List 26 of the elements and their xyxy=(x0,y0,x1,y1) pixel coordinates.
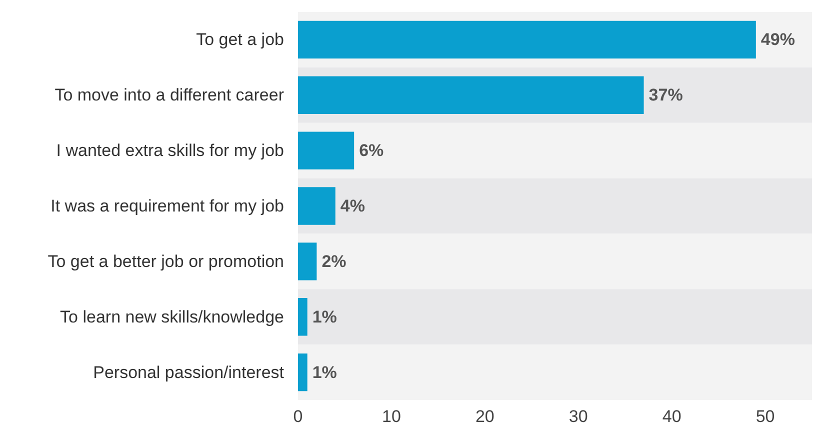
y-tick-label: It was a requirement for my job xyxy=(50,196,284,216)
bar xyxy=(298,76,644,114)
data-label: 37% xyxy=(648,86,683,105)
x-tick-label: 40 xyxy=(662,407,682,426)
bar xyxy=(298,298,308,336)
x-tick-label: 30 xyxy=(568,407,588,426)
data-label: 1% xyxy=(312,307,337,326)
bar xyxy=(298,187,336,225)
bar xyxy=(298,132,354,170)
data-label: 6% xyxy=(359,141,384,160)
bar xyxy=(298,242,317,280)
y-tick-label: I wanted extra skills for my job xyxy=(56,141,284,160)
y-tick-label: To move into a different career xyxy=(54,86,284,105)
x-tick-label: 0 xyxy=(293,407,303,426)
x-tick-label: 50 xyxy=(756,407,775,426)
y-tick-label: To learn new skills/knowledge xyxy=(60,307,284,326)
y-tick-label: To get a job xyxy=(196,30,284,50)
data-label: 1% xyxy=(312,362,337,382)
data-label: 4% xyxy=(340,196,365,216)
data-label: 2% xyxy=(322,252,346,271)
data-label: 49% xyxy=(760,30,795,50)
x-tick-label: 10 xyxy=(382,407,401,426)
y-tick-label: Personal passion/interest xyxy=(93,362,284,382)
y-tick-label: To get a better job or promotion xyxy=(48,252,284,271)
bar xyxy=(298,353,308,392)
x-tick-label: 20 xyxy=(475,407,494,426)
